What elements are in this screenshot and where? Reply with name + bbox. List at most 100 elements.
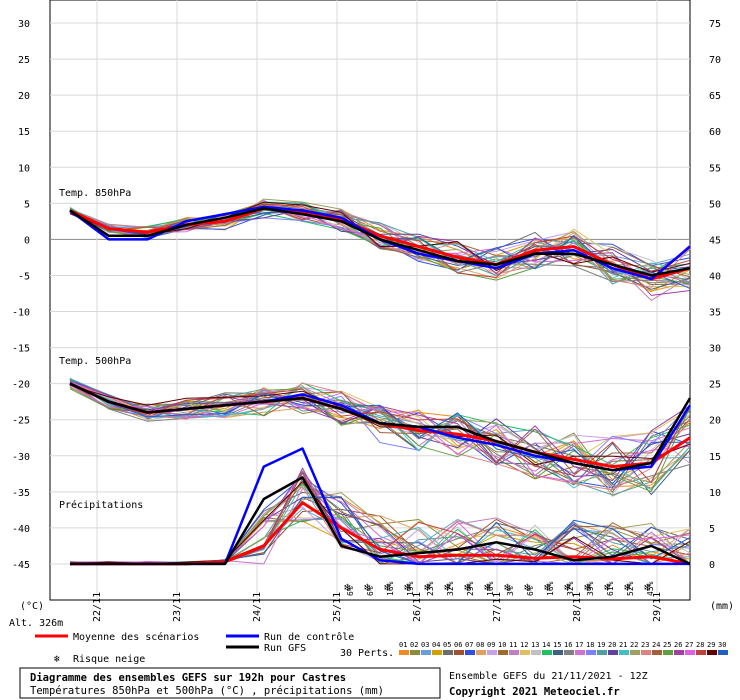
left-tick-label: -40 — [12, 524, 30, 535]
member-swatch — [619, 650, 629, 655]
x-tick-label: 28/11 — [572, 592, 583, 622]
member-number: 23 — [641, 641, 649, 649]
member-swatch — [542, 650, 552, 655]
member-t850-line — [69, 201, 691, 273]
snow-icon: ❄ — [584, 581, 591, 594]
x-tick-label: 29/11 — [652, 592, 663, 622]
member-swatch — [553, 650, 563, 655]
member-number: 18 — [586, 641, 594, 649]
snow-risk-value: 6% — [346, 586, 355, 596]
member-swatch — [399, 650, 409, 655]
member-number: 25 — [663, 641, 671, 649]
label-t500: Temp. 500hPa — [59, 356, 131, 367]
member-swatch — [454, 650, 464, 655]
member-swatch — [696, 650, 706, 655]
left-tick-label: -20 — [12, 380, 30, 391]
snow-risk-value: 32% — [446, 581, 455, 596]
left-tick-label: 5 — [24, 199, 30, 210]
snow-icon: ❄ — [344, 581, 351, 594]
snow-risk-value: 10% — [486, 581, 495, 596]
member-number: 02 — [410, 641, 418, 649]
chart-subtitle: Températures 850hPa et 500hPa (°C) , pré… — [30, 685, 384, 697]
snow-icon: ❄ — [544, 581, 551, 594]
label-t850: Temp. 850hPa — [59, 188, 131, 199]
member-t500-line — [69, 384, 691, 483]
title-box — [19, 667, 441, 699]
snow-risk-value: 32% — [566, 581, 575, 596]
right-tick-label: 35 — [709, 308, 721, 319]
left-tick-label: 15 — [18, 127, 30, 138]
snow-icon: ❄ — [444, 581, 451, 594]
member-swatch — [608, 650, 618, 655]
label-precip: Précipitations — [59, 499, 143, 511]
snow-icon: ❄ — [624, 581, 631, 594]
member-swatch — [674, 650, 684, 655]
member-number: 09 — [487, 641, 495, 649]
x-tick-label: 25/11 — [332, 592, 343, 622]
member-swatch — [718, 650, 728, 655]
left-tick-label: 20 — [18, 91, 30, 102]
legend-snow-label: Risque neige — [73, 654, 145, 665]
left-tick-label: 30 — [18, 19, 30, 30]
member-swatch — [630, 650, 640, 655]
member-t500-line — [69, 385, 691, 484]
member-number: 19 — [597, 641, 605, 649]
member-number: 24 — [652, 641, 660, 649]
member-number: 07 — [465, 641, 473, 649]
member-color-legend: 01 02 03 04 05 06 07 08 09 10 11 12 13 14 15 16 17 18 19 20… — [399, 641, 728, 655]
member-number: 11 — [509, 641, 517, 649]
snow-risk-value: 39% — [586, 581, 595, 596]
left-tick-label: 10 — [18, 163, 30, 174]
x-tick-label: 26/11 — [412, 592, 423, 622]
x-tick-label: 22/11 — [92, 592, 103, 622]
copyright: Copyright 2021 Meteociel.fr — [449, 686, 620, 698]
snow-icon: ❄ — [404, 581, 411, 594]
member-swatch — [531, 650, 541, 655]
member-number: 03 — [421, 641, 429, 649]
snow-risk-value: 61% — [606, 581, 615, 596]
left-tick-label: -5 — [18, 271, 30, 282]
x-tick-label: 23/11 — [172, 592, 183, 622]
member-swatch — [465, 650, 475, 655]
right-tick-label: 0 — [709, 560, 715, 571]
snow-risk-value: 19% — [406, 581, 415, 596]
left-axis-unit: (°C) — [20, 601, 44, 612]
member-number: 04 — [432, 641, 440, 649]
series-line-5 — [69, 382, 692, 472]
right-tick-label: 75 — [709, 19, 721, 30]
series-line-8 — [70, 476, 691, 566]
legend-perts-label: 30 Perts. — [340, 648, 394, 659]
member-number: 21 — [619, 641, 627, 649]
member-swatch — [520, 650, 530, 655]
snow-icon: ❄ — [524, 581, 531, 594]
member-number: 16 — [564, 641, 572, 649]
right-tick-label: 25 — [709, 380, 721, 391]
member-swatch — [685, 650, 695, 655]
right-tick-label: 20 — [709, 416, 721, 427]
left-tick-label: -10 — [12, 308, 30, 319]
snow-risk-value: 52% — [626, 581, 635, 596]
member-number: 08 — [476, 641, 484, 649]
member-number: 10 — [498, 641, 506, 649]
main-series-lines — [69, 205, 692, 566]
member-swatch — [509, 650, 519, 655]
snow-icon: ❄ — [364, 581, 371, 594]
left-tick-label: -45 — [12, 560, 30, 571]
member-swatch — [641, 650, 651, 655]
right-tick-label: 60 — [709, 127, 721, 138]
member-swatch — [476, 650, 486, 655]
snow-risk-value: 16% — [546, 581, 555, 596]
member-swatch — [564, 650, 574, 655]
member-number: 06 — [454, 641, 462, 649]
member-number: 29 — [707, 641, 715, 649]
right-tick-label: 10 — [709, 488, 721, 499]
member-number: 13 — [531, 641, 539, 649]
member-number: 14 — [542, 641, 550, 649]
legend-gfs-label: Run GFS — [264, 643, 306, 654]
left-tick-label: -15 — [12, 344, 30, 355]
member-swatch — [586, 650, 596, 655]
member-swatch — [707, 650, 717, 655]
member-t500-line — [69, 384, 691, 466]
left-tick-label: 25 — [18, 55, 30, 66]
